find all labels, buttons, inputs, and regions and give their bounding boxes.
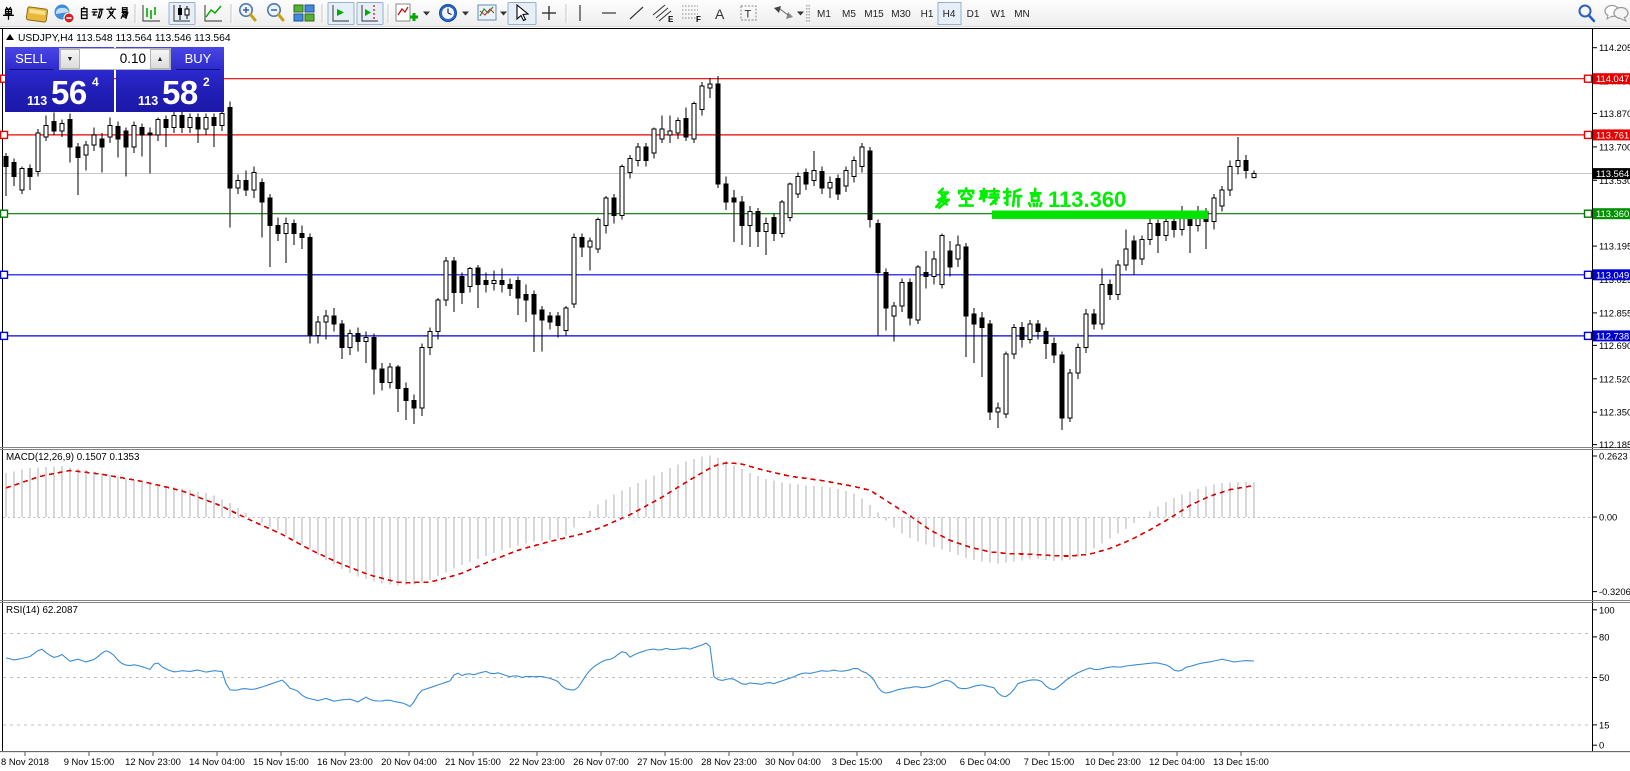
svg-text:6 Dec 04:00: 6 Dec 04:00 (960, 756, 1011, 767)
svg-text:112.855: 112.855 (1599, 307, 1630, 318)
svg-text:112.738: 112.738 (1596, 330, 1629, 341)
svg-text:26 Nov 07:00: 26 Nov 07:00 (573, 756, 629, 767)
svg-text:M5: M5 (842, 9, 856, 20)
svg-text:28 Nov 23:00: 28 Nov 23:00 (701, 756, 757, 767)
svg-text:114.205: 114.205 (1599, 42, 1630, 53)
svg-text:21 Nov 15:00: 21 Nov 15:00 (445, 756, 501, 767)
svg-text:RSI(14) 62.2087: RSI(14) 62.2087 (6, 605, 78, 616)
svg-text:114.047: 114.047 (1596, 73, 1629, 84)
svg-text:113.564: 113.564 (1596, 168, 1629, 179)
svg-text:30 Nov 04:00: 30 Nov 04:00 (765, 756, 821, 767)
svg-text:113.360: 113.360 (1048, 187, 1126, 212)
svg-text:H1: H1 (921, 9, 934, 20)
svg-text:4 Dec 23:00: 4 Dec 23:00 (896, 756, 947, 767)
svg-text:113.761: 113.761 (1596, 129, 1629, 140)
svg-text:22 Nov 23:00: 22 Nov 23:00 (509, 756, 565, 767)
svg-text:9 Nov 15:00: 9 Nov 15:00 (64, 756, 115, 767)
svg-text:112.690: 112.690 (1599, 340, 1630, 351)
svg-text:112.520: 112.520 (1599, 373, 1630, 384)
svg-text:3 Dec 15:00: 3 Dec 15:00 (832, 756, 883, 767)
svg-text:50: 50 (1599, 672, 1609, 683)
svg-text:0.00: 0.00 (1599, 512, 1617, 523)
svg-text:112.185: 112.185 (1599, 439, 1630, 450)
svg-text:A: A (715, 6, 725, 22)
svg-text:80: 80 (1599, 631, 1609, 642)
svg-text:113.049: 113.049 (1596, 269, 1629, 280)
svg-text:27 Nov 15:00: 27 Nov 15:00 (637, 756, 693, 767)
svg-text:14 Nov 04:00: 14 Nov 04:00 (189, 756, 245, 767)
svg-text:MACD(12,26,9) 0.1507 0.1353: MACD(12,26,9) 0.1507 0.1353 (6, 452, 140, 463)
svg-text:8 Nov 2018: 8 Nov 2018 (1, 756, 49, 767)
svg-text:E: E (668, 15, 674, 24)
svg-text:F: F (696, 15, 701, 24)
svg-text:M1: M1 (817, 9, 831, 20)
svg-text:10 Dec 23:00: 10 Dec 23:00 (1085, 756, 1141, 767)
svg-text:100: 100 (1599, 604, 1615, 615)
svg-text:113.360: 113.360 (1596, 208, 1629, 219)
svg-text:113.195: 113.195 (1599, 241, 1630, 252)
svg-text:MN: MN (1014, 9, 1030, 20)
svg-text:0.2623: 0.2623 (1599, 451, 1628, 462)
svg-text:USDJPY,H4 113.548 113.564 113: USDJPY,H4 113.548 113.564 113.546 113.56… (18, 33, 231, 44)
svg-text:15 Nov 15:00: 15 Nov 15:00 (253, 756, 309, 767)
svg-text:16 Nov 23:00: 16 Nov 23:00 (317, 756, 373, 767)
svg-text:13 Dec 15:00: 13 Dec 15:00 (1213, 756, 1269, 767)
svg-text:20 Nov 04:00: 20 Nov 04:00 (381, 756, 437, 767)
svg-text:113.700: 113.700 (1599, 141, 1630, 152)
svg-text:-0.3206: -0.3206 (1599, 586, 1630, 597)
svg-text:113.530: 113.530 (1599, 175, 1630, 186)
svg-text:0: 0 (1599, 740, 1604, 751)
svg-text:15: 15 (1599, 719, 1609, 730)
svg-text:D1: D1 (967, 9, 980, 20)
svg-text:M15: M15 (864, 9, 884, 20)
svg-text:12 Dec 04:00: 12 Dec 04:00 (1149, 756, 1205, 767)
svg-text:M30: M30 (891, 9, 911, 20)
svg-text:12 Nov 23:00: 12 Nov 23:00 (125, 756, 181, 767)
svg-text:W1: W1 (991, 9, 1006, 20)
svg-text:7 Dec 15:00: 7 Dec 15:00 (1024, 756, 1075, 767)
svg-text:T: T (745, 9, 752, 21)
svg-text:112.350: 112.350 (1599, 407, 1630, 418)
svg-text:113.870: 113.870 (1599, 108, 1630, 119)
svg-text:H4: H4 (943, 9, 956, 20)
